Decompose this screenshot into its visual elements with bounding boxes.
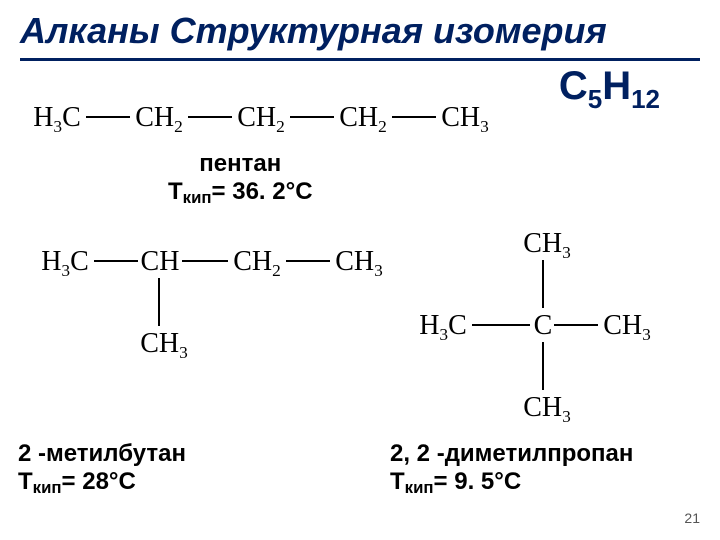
hbond-0 — [472, 324, 530, 326]
atom-c3: CH2 — [228, 246, 286, 281]
formula-c: С — [559, 64, 588, 108]
vbond-1 — [542, 342, 544, 390]
atom-r: CH3 — [598, 310, 656, 345]
atom-c2: CH2 — [130, 102, 188, 137]
hbond-3 — [392, 116, 436, 118]
formula-sub2: 12 — [631, 84, 660, 114]
atom-c: C — [532, 310, 554, 342]
pentane-name: пентан — [168, 150, 313, 178]
atom-m: CH3 — [135, 328, 193, 363]
hbond-1 — [182, 260, 228, 262]
molecular-formula: С5Н12 — [559, 64, 660, 115]
atom-c2: CH — [138, 246, 182, 278]
methylbutane-label: 2 -метилбутан Ткип= 28°С — [18, 440, 186, 498]
slide-title: Алканы Структурная изомерия — [20, 10, 700, 52]
hbond-2 — [290, 116, 334, 118]
vbond-0 — [158, 278, 160, 326]
pentane-temp: Ткип= 36. 2°С — [168, 178, 313, 208]
hbond-0 — [86, 116, 130, 118]
atom-c3: CH2 — [232, 102, 290, 137]
hbond-1 — [554, 324, 598, 326]
atom-c1: H3C — [28, 102, 86, 137]
atom-b: CH3 — [518, 392, 576, 427]
atom-c5: CH3 — [436, 102, 494, 137]
atom-c4: CH3 — [330, 246, 388, 281]
atom-t: CH3 — [518, 228, 576, 263]
atom-l: H3C — [414, 310, 472, 345]
hbond-2 — [286, 260, 330, 262]
title-underline — [20, 58, 700, 61]
hbond-0 — [94, 260, 138, 262]
atom-c4: CH2 — [334, 102, 392, 137]
dimethylpropane-name: 2, 2 -диметилпропан — [390, 440, 633, 468]
slide-title-wrap: Алканы Структурная изомерия — [0, 0, 720, 58]
pentane-label: пентан Ткип= 36. 2°С — [168, 150, 313, 208]
atom-c1: H3C — [36, 246, 94, 281]
vbond-0 — [542, 260, 544, 308]
formula-sub1: 5 — [588, 84, 602, 114]
page-number: 21 — [684, 510, 700, 526]
methylbutane-temp: Ткип= 28°С — [18, 468, 186, 498]
hbond-1 — [188, 116, 232, 118]
dimethylpropane-temp: Ткип= 9. 5°С — [390, 468, 633, 498]
methylbutane-name: 2 -метилбутан — [18, 440, 186, 468]
formula-h: Н — [602, 64, 631, 108]
dimethylpropane-label: 2, 2 -диметилпропан Ткип= 9. 5°С — [390, 440, 633, 498]
